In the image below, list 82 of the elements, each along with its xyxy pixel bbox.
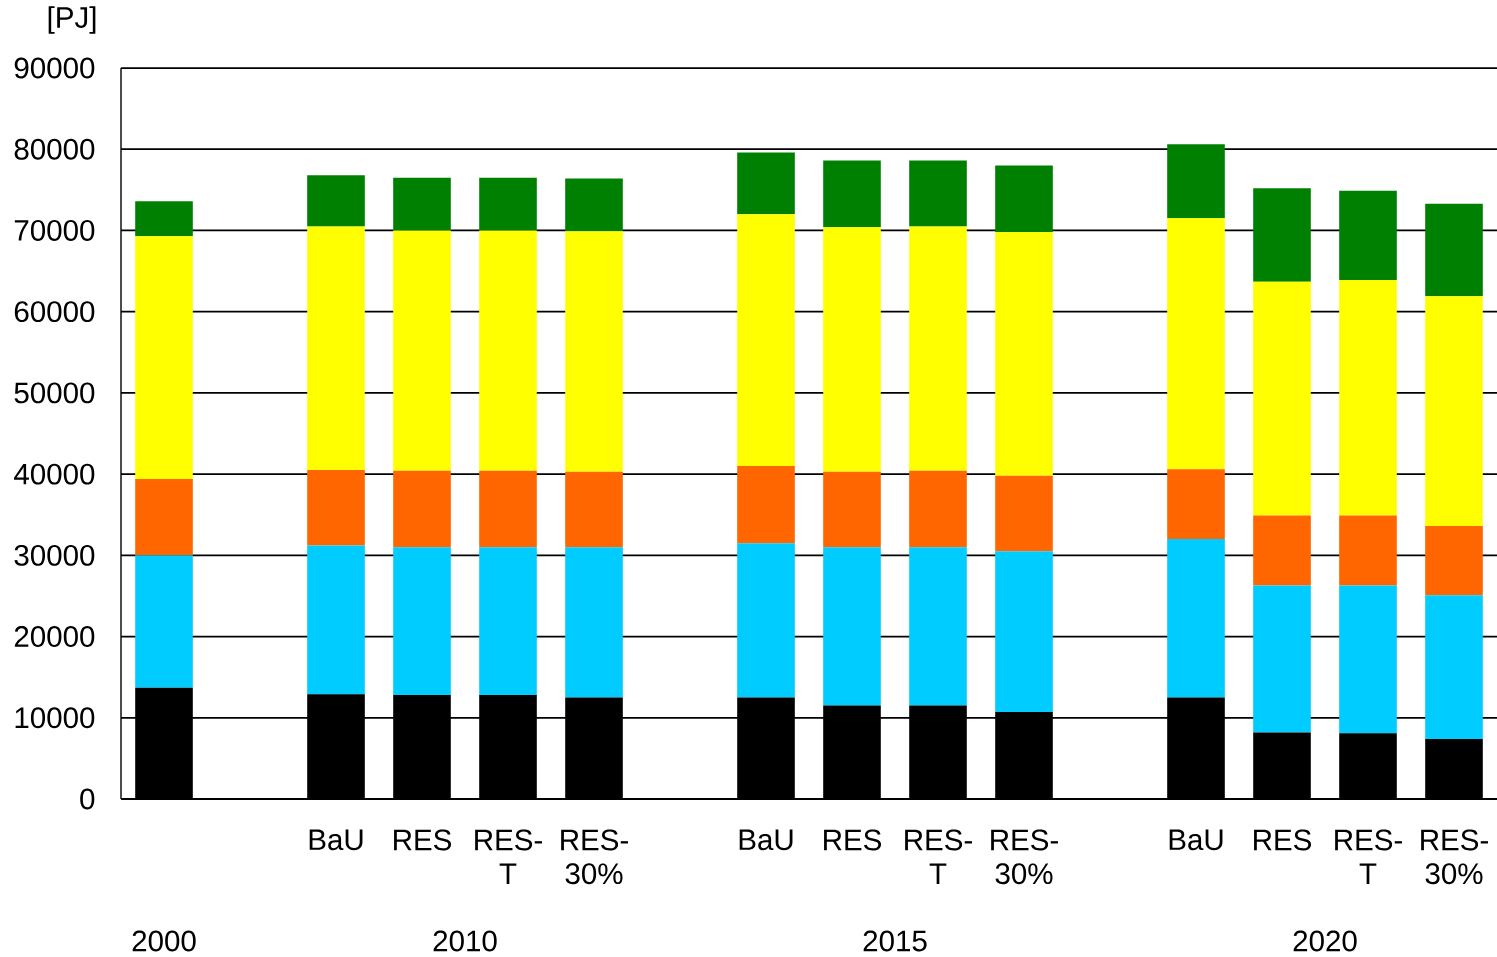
- x-tick-label: RES-30%: [1421, 829, 1488, 885]
- text: 2015: [863, 930, 927, 952]
- x-tick-label: RES: [394, 829, 452, 851]
- bar: [307, 470, 365, 546]
- bar: [307, 545, 365, 695]
- bar: [1253, 515, 1311, 586]
- bar: [995, 551, 1053, 713]
- bar: [393, 470, 451, 548]
- bar: [1253, 188, 1311, 282]
- bar: [565, 547, 623, 698]
- bar: [135, 555, 193, 688]
- x-tick-label: BaU: [739, 829, 793, 851]
- bar: [823, 547, 881, 706]
- bar: [823, 471, 881, 548]
- bar: [995, 165, 1053, 233]
- bar: [1167, 218, 1225, 470]
- bar: [1425, 738, 1483, 799]
- bar: [823, 227, 881, 472]
- bar: [1425, 296, 1483, 527]
- bar: [307, 226, 365, 471]
- bar: [737, 214, 795, 466]
- bar: [737, 466, 795, 544]
- bar: [737, 152, 795, 215]
- bar: [1253, 585, 1311, 733]
- bar: [909, 470, 967, 548]
- y-tick-label: 20000: [14, 626, 95, 647]
- y-tick-label: 60000: [14, 301, 95, 323]
- bar: [1339, 515, 1397, 586]
- y-tick-label: 80000: [14, 138, 95, 160]
- bar: [135, 201, 193, 237]
- bar: [909, 160, 967, 227]
- y-tick-label: 30000: [14, 544, 95, 566]
- bar: [1339, 280, 1397, 516]
- x-tick-label: BaU: [309, 829, 363, 851]
- text: 2000: [132, 930, 196, 952]
- x-tick-label: RES-T: [475, 829, 542, 884]
- y-axis-title: [PJ]: [48, 6, 96, 34]
- x-tick-label: RES-T: [1335, 829, 1402, 884]
- bar: [995, 475, 1053, 552]
- x-tick-label: RES: [1254, 829, 1312, 851]
- bar: [565, 471, 623, 548]
- x-tick-label: RES: [824, 829, 882, 851]
- bar: [1339, 190, 1397, 280]
- y-tick-label: 10000: [15, 707, 95, 729]
- bar: [1425, 526, 1483, 596]
- x-tick-label: RES-T: [905, 829, 972, 884]
- bar: [1339, 733, 1397, 799]
- bar: [1339, 585, 1397, 734]
- y-tick-label: 70000: [14, 220, 95, 241]
- bar: [565, 178, 623, 232]
- bar: [1167, 144, 1225, 219]
- text: 2010: [433, 930, 497, 952]
- bar: [479, 547, 537, 696]
- text: 2020: [1293, 930, 1357, 952]
- bar: [737, 543, 795, 698]
- bar: [1167, 469, 1225, 540]
- y-tick-label: 90000: [14, 57, 95, 79]
- bar: [565, 231, 623, 472]
- y-tick-label: 0: [80, 788, 95, 810]
- bar: [1253, 281, 1311, 516]
- bar: [909, 547, 967, 706]
- x-tick-label: BaU: [1169, 829, 1223, 851]
- y-tick-label: 40000: [14, 463, 95, 485]
- bar: [135, 479, 193, 556]
- y-tick-label: 50000: [14, 382, 95, 404]
- bar: [307, 175, 365, 227]
- bar: [1167, 539, 1225, 698]
- bar: [823, 160, 881, 228]
- bar: [135, 236, 193, 479]
- bar: [1425, 595, 1483, 739]
- bar: [393, 230, 451, 471]
- bar: [479, 470, 537, 548]
- bar: [393, 177, 451, 231]
- bar: [1253, 732, 1311, 799]
- x-tick-label: RES-30%: [991, 829, 1058, 885]
- bar: [479, 177, 537, 231]
- bar: [393, 547, 451, 696]
- bar: [909, 226, 967, 471]
- bar: [479, 230, 537, 471]
- bar: [1425, 203, 1483, 297]
- x-tick-label: RES-30%: [561, 829, 628, 885]
- bar: [995, 232, 1053, 476]
